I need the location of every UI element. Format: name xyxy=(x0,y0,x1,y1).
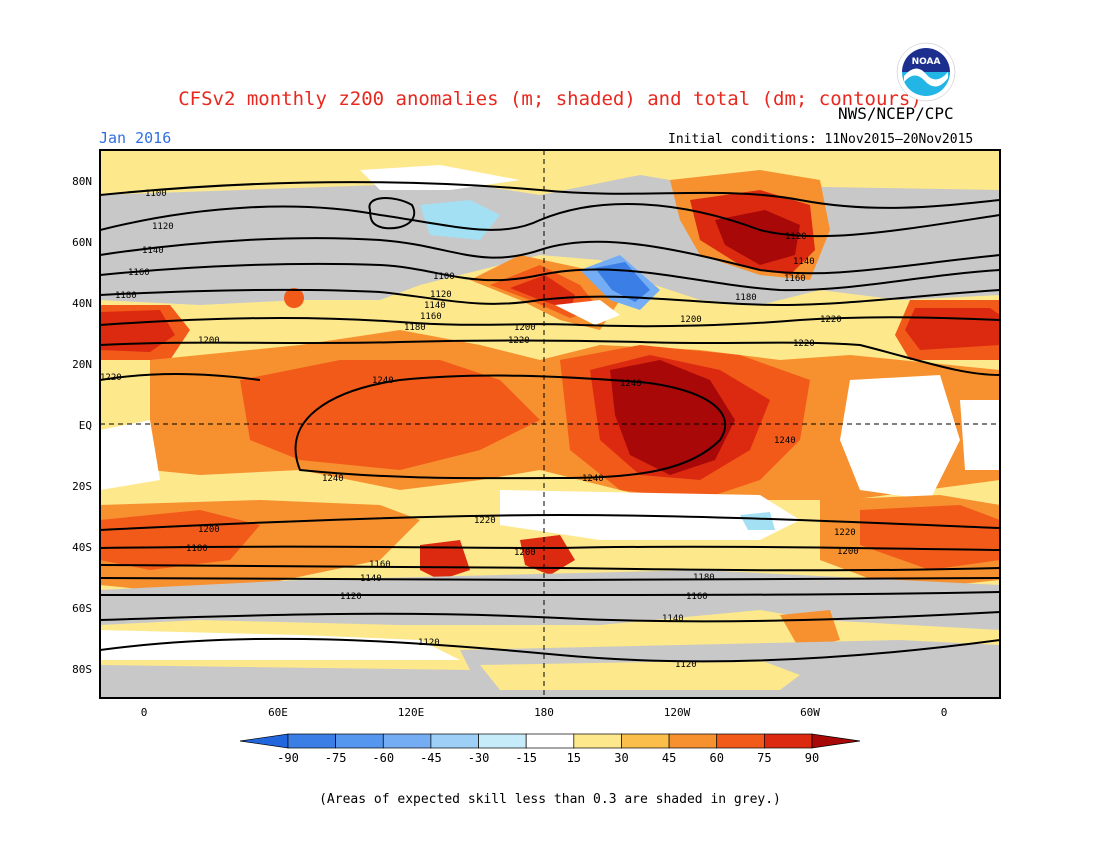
contour-label: 1240 xyxy=(372,376,394,386)
contour-label: 1180 xyxy=(404,323,426,333)
lat-label: 80N xyxy=(72,175,92,188)
colorbar-box xyxy=(764,733,813,749)
contour-label: 1220 xyxy=(793,339,815,349)
contour-label: 1240 xyxy=(774,436,796,446)
colorbar-tick-label: 30 xyxy=(614,751,628,765)
contour-label: 1160 xyxy=(686,592,708,602)
anomaly-field xyxy=(100,150,1000,698)
colorbar-box xyxy=(668,733,718,749)
contour-label: 1140 xyxy=(424,301,446,311)
colorbar-tick-label: -15 xyxy=(515,751,537,765)
lat-label: 40N xyxy=(72,297,92,310)
lat-label: 80S xyxy=(72,663,92,676)
lon-label: 180 xyxy=(534,706,554,719)
colorbar-tick-label: -90 xyxy=(277,751,299,765)
colorbar-tick-label: -75 xyxy=(325,751,347,765)
colorbar-box xyxy=(621,733,670,749)
contour-labels: 1100 1120 1140 1160 1180 1200 1220 1240 … xyxy=(100,189,859,670)
contour-label: 1220 xyxy=(820,315,842,325)
colorbar-tick-label: -45 xyxy=(420,751,442,765)
contour-label: 1120 xyxy=(340,592,362,602)
lat-label: 40S xyxy=(72,541,92,554)
colorbar-box xyxy=(525,733,575,749)
contour-label: 1200 xyxy=(198,525,220,535)
contour-label: 1180 xyxy=(115,291,137,301)
contour-label: 1180 xyxy=(693,573,715,583)
contour-label: 1160 xyxy=(128,268,150,278)
contour-label: 1140 xyxy=(142,246,164,256)
svg-text:NOAA: NOAA xyxy=(912,57,941,67)
contour-label: 1120 xyxy=(152,222,174,232)
contour-label: 1220 xyxy=(100,373,122,383)
colorbar-arrow-high xyxy=(811,733,861,749)
colorbar-tick-label: -30 xyxy=(468,751,490,765)
latitude-axis: 80N 60N 40N 20N EQ 20S 40S 60S 80S xyxy=(72,175,92,676)
colorbar-tick-label: 15 xyxy=(567,751,581,765)
agency-label: NWS/NCEP/CPC xyxy=(838,104,954,123)
contour-label: 1160 xyxy=(369,560,391,570)
contour-label: 1200 xyxy=(680,315,702,325)
contour-label: 1140 xyxy=(793,257,815,267)
chart-title: CFSv2 monthly z200 anomalies (m; shaded)… xyxy=(178,88,922,110)
contour-label: 1160 xyxy=(784,274,806,284)
contour-label: 1220 xyxy=(834,528,856,538)
longitude-axis: 0 60E 120E 180 120W 60W 0 xyxy=(141,706,948,719)
colorbar-tick-label: -60 xyxy=(372,751,394,765)
lat-label: 60S xyxy=(72,602,92,615)
colorbar-tick-label: 75 xyxy=(757,751,771,765)
colorbar-box xyxy=(382,733,432,749)
colorbar-box xyxy=(573,733,622,749)
contour-label: 1200 xyxy=(198,336,220,346)
contour-label: 1180 xyxy=(186,544,208,554)
initial-conditions: Initial conditions: 11Nov2015—20Nov2015 xyxy=(668,132,974,147)
contour-label: 1240 xyxy=(620,379,642,389)
colorbar-tick-label: 90 xyxy=(805,751,819,765)
colorbar-tick-label: 60 xyxy=(710,751,724,765)
map-frame xyxy=(99,149,1001,699)
lat-label: 20N xyxy=(72,358,92,371)
contour-label: 1200 xyxy=(514,323,536,333)
lat-label: 20S xyxy=(72,480,92,493)
contour-label: 1200 xyxy=(514,548,536,558)
colorbar-box xyxy=(478,733,527,749)
contour-label: 1240 xyxy=(582,474,604,484)
noaa-logo-icon: NOAA xyxy=(896,42,956,102)
contour-label: 1100 xyxy=(145,189,167,199)
lon-label: 120E xyxy=(398,706,425,719)
skill-note: (Areas of expected skill less than 0.3 a… xyxy=(319,792,781,807)
colorbar-box xyxy=(716,733,765,749)
height-contours xyxy=(100,181,1000,663)
colorbar-box xyxy=(335,733,384,749)
contour-label: 1120 xyxy=(785,232,807,242)
contour-label: 1200 xyxy=(837,547,859,557)
colorbar: -90 -75 -60 -45 -30 -15 15 30 45 60 75 90 xyxy=(239,733,861,765)
lon-label: 0 xyxy=(941,706,948,719)
lon-label: 60W xyxy=(800,706,820,719)
contour-label: 1160 xyxy=(420,312,442,322)
lat-label: 60N xyxy=(72,236,92,249)
contour-label: 1140 xyxy=(662,614,684,624)
contour-label: 1180 xyxy=(735,293,757,303)
forecast-month: Jan 2016 xyxy=(99,129,172,147)
lon-label: 0 xyxy=(141,706,148,719)
contour-label: 1120 xyxy=(418,638,440,648)
contour-label: 1220 xyxy=(474,516,496,526)
contour-label: 1220 xyxy=(508,336,530,346)
contour-label: 1240 xyxy=(322,474,344,484)
colorbar-box xyxy=(430,733,479,749)
colorbar-box xyxy=(287,733,336,749)
contour-label: 1120 xyxy=(675,660,697,670)
lat-label: EQ xyxy=(79,419,92,432)
lon-label: 120W xyxy=(664,706,691,719)
contour-label: 1140 xyxy=(360,574,382,584)
lon-label: 60E xyxy=(268,706,288,719)
colorbar-arrow-low xyxy=(239,733,289,749)
contour-label: 1120 xyxy=(430,290,452,300)
contour-label: 1100 xyxy=(433,272,455,282)
colorbar-tick-label: 45 xyxy=(662,751,676,765)
